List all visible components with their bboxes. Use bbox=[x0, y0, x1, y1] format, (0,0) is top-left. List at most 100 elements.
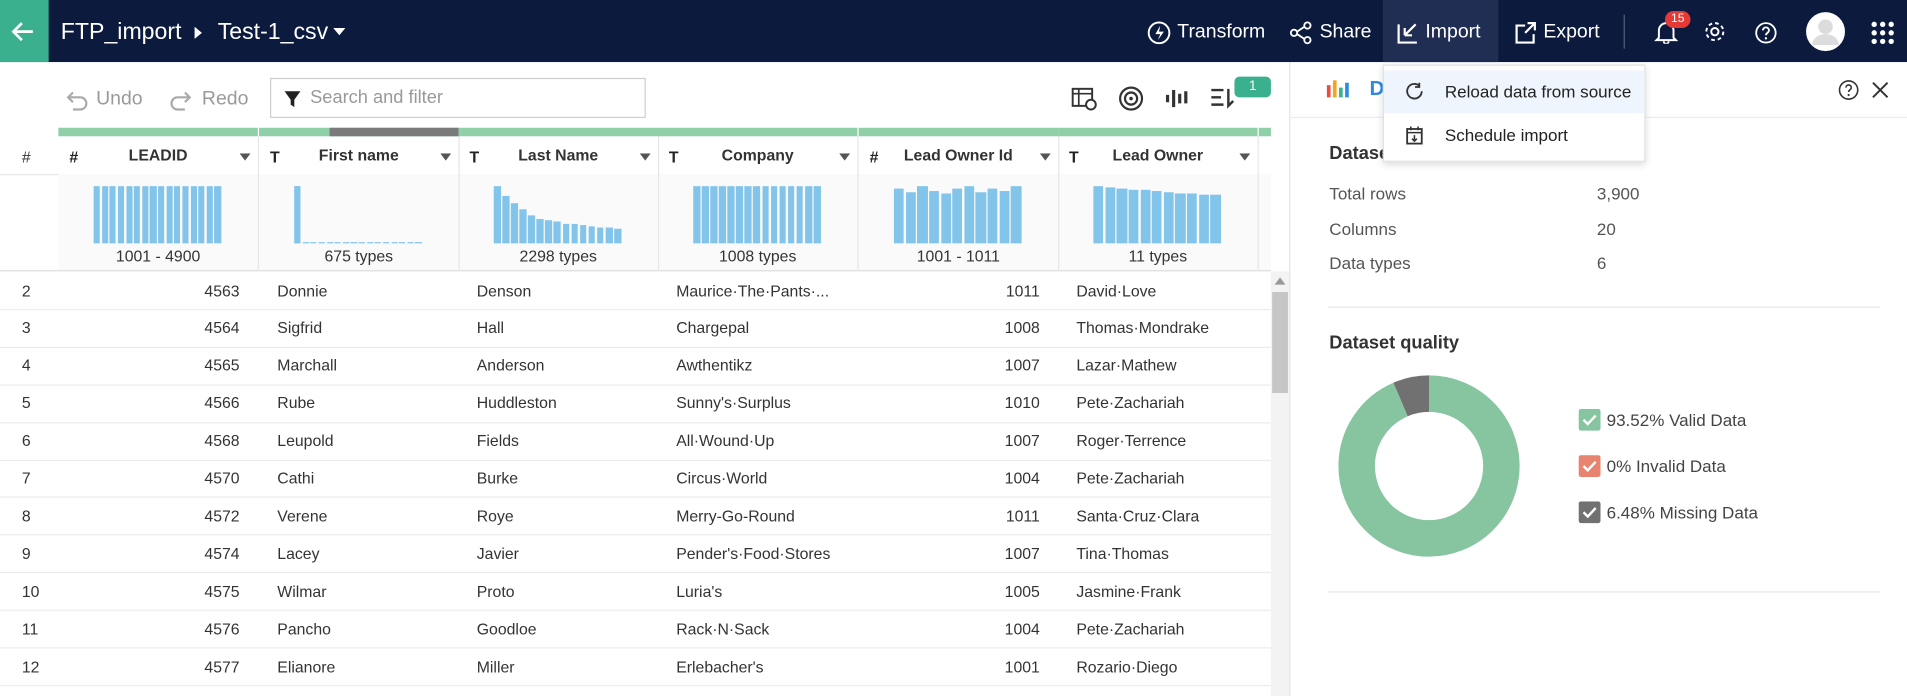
cell[interactable]: 1004 bbox=[1004, 469, 1040, 488]
toolbar-icon[interactable] bbox=[1070, 85, 1099, 114]
panel-close[interactable] bbox=[1872, 82, 1889, 99]
cell[interactable]: Hall bbox=[476, 318, 505, 337]
cell[interactable]: Thomas·Mondrake bbox=[1076, 318, 1210, 337]
cell[interactable]: 4576 bbox=[204, 619, 240, 638]
menu-item[interactable]: Schedule import bbox=[1444, 125, 1568, 145]
legend-checkbox[interactable] bbox=[1578, 501, 1601, 524]
cell[interactable]: Elianore bbox=[277, 657, 336, 676]
cell[interactable]: Huddleston bbox=[476, 393, 557, 413]
cell[interactable]: Roye bbox=[476, 506, 514, 525]
column-name[interactable]: Lead Owner bbox=[1112, 146, 1204, 165]
cell[interactable]: 4575 bbox=[204, 581, 240, 601]
toolbar-icon[interactable] bbox=[1164, 85, 1193, 114]
cell[interactable]: Rack·N·Sack bbox=[676, 619, 770, 638]
cell[interactable]: All·Wound·Up bbox=[676, 431, 775, 450]
legend-checkbox[interactable] bbox=[1578, 408, 1601, 431]
dataset-name[interactable]: Test-1_csv bbox=[217, 19, 329, 46]
cell[interactable]: 1008 bbox=[1004, 318, 1040, 337]
cell[interactable]: 4577 bbox=[204, 657, 240, 676]
undo-button[interactable]: Undo bbox=[96, 88, 143, 110]
column-menu[interactable] bbox=[440, 153, 452, 161]
cell[interactable]: 1011 bbox=[1005, 506, 1040, 525]
cell[interactable]: Anderson bbox=[476, 356, 545, 375]
column-name[interactable]: Company bbox=[721, 146, 794, 165]
scrollbar-thumb[interactable] bbox=[1272, 292, 1288, 394]
apps-icon[interactable] bbox=[1871, 21, 1895, 45]
column-name[interactable]: LEADID bbox=[128, 146, 188, 165]
cell[interactable]: 1007 bbox=[1004, 356, 1040, 375]
column-menu[interactable] bbox=[639, 153, 651, 161]
cell[interactable]: Proto bbox=[476, 581, 515, 601]
cell[interactable]: Pete·Zachariah bbox=[1076, 619, 1185, 638]
cell[interactable]: 4570 bbox=[204, 469, 240, 488]
action-icon[interactable] bbox=[1395, 21, 1419, 45]
panel-help[interactable] bbox=[1838, 79, 1860, 101]
cell[interactable]: Jasmine·Frank bbox=[1076, 581, 1181, 601]
toolbar-icon[interactable] bbox=[1209, 85, 1238, 114]
menu-icon[interactable] bbox=[1405, 125, 1424, 145]
cell[interactable]: Marchall bbox=[277, 356, 338, 375]
column-menu[interactable] bbox=[1039, 153, 1051, 161]
cell[interactable]: Circus·World bbox=[676, 469, 768, 488]
cell[interactable]: 4568 bbox=[204, 431, 240, 450]
cell[interactable]: 4565 bbox=[204, 356, 240, 375]
cell[interactable]: 4564 bbox=[204, 318, 240, 337]
cell[interactable]: Rozario·Diego bbox=[1076, 657, 1178, 676]
cell[interactable]: Lacey bbox=[277, 544, 320, 563]
dataset-caret[interactable] bbox=[333, 27, 346, 38]
cell[interactable]: Luria's bbox=[676, 581, 723, 601]
cell[interactable]: Pender's·Food·Stores bbox=[676, 544, 831, 563]
cell[interactable]: Cathi bbox=[277, 469, 315, 488]
settings-icon[interactable] bbox=[1703, 19, 1727, 43]
column-menu[interactable] bbox=[239, 153, 251, 161]
cell[interactable]: Merry-Go-Round bbox=[676, 506, 795, 525]
cell[interactable]: 1010 bbox=[1004, 393, 1040, 413]
cell[interactable]: 1004 bbox=[1004, 619, 1040, 638]
column-name[interactable]: Lead Owner Id bbox=[903, 146, 1013, 165]
cell[interactable]: Burke bbox=[476, 469, 519, 488]
cell[interactable]: Javier bbox=[476, 544, 519, 563]
action-button[interactable]: Export bbox=[1543, 21, 1600, 43]
back-icon[interactable] bbox=[10, 18, 37, 45]
column-menu[interactable] bbox=[1239, 153, 1251, 161]
column-name[interactable]: First name bbox=[318, 146, 399, 165]
cell[interactable]: Pancho bbox=[277, 619, 331, 638]
cell[interactable]: Roger·Terrence bbox=[1076, 431, 1187, 450]
cell[interactable]: Verene bbox=[277, 506, 328, 525]
cell[interactable]: Pete·Zachariah bbox=[1076, 393, 1185, 413]
action-icon[interactable] bbox=[1147, 21, 1171, 45]
action-icon[interactable] bbox=[1513, 21, 1537, 45]
cell[interactable]: 1007 bbox=[1004, 431, 1040, 450]
cell[interactable]: Pete·Zachariah bbox=[1076, 469, 1185, 488]
cell[interactable]: 4566 bbox=[204, 393, 240, 413]
cell[interactable]: Miller bbox=[476, 657, 515, 676]
cell[interactable]: Denson bbox=[476, 281, 532, 300]
redo-button[interactable]: Redo bbox=[201, 88, 249, 110]
action-button[interactable]: Transform bbox=[1177, 21, 1266, 43]
cell[interactable]: Leupold bbox=[277, 431, 334, 450]
cell[interactable]: Sunny's·Surplus bbox=[676, 393, 791, 413]
cell[interactable]: Lazar·Mathew bbox=[1076, 356, 1177, 375]
cell[interactable]: 4563 bbox=[204, 281, 240, 300]
menu-icon[interactable] bbox=[1405, 82, 1424, 101]
search-box[interactable]: Search and filter bbox=[269, 77, 646, 119]
help-icon[interactable] bbox=[1754, 21, 1778, 45]
cell[interactable]: Erlebacher's bbox=[676, 657, 764, 676]
toolbar-icon[interactable] bbox=[1118, 85, 1147, 114]
cell[interactable]: 1007 bbox=[1004, 544, 1040, 563]
cell[interactable]: 1011 bbox=[1005, 281, 1040, 300]
scroll-up[interactable] bbox=[1274, 277, 1286, 285]
cell[interactable]: 1001 bbox=[1004, 657, 1040, 676]
action-button[interactable]: Share bbox=[1319, 21, 1372, 43]
cell[interactable]: Wilmar bbox=[277, 581, 327, 601]
cell[interactable]: 1005 bbox=[1004, 581, 1040, 601]
cell[interactable]: Sigfrid bbox=[277, 318, 323, 337]
cell[interactable]: Chargepal bbox=[676, 318, 750, 337]
menu-item[interactable]: Reload data from source bbox=[1444, 81, 1632, 101]
redo-icon[interactable] bbox=[168, 86, 195, 113]
action-button[interactable]: Import bbox=[1425, 21, 1481, 43]
undo-icon[interactable] bbox=[63, 86, 90, 113]
project-name[interactable]: FTP_import bbox=[60, 19, 182, 46]
cell[interactable]: 4574 bbox=[204, 544, 240, 563]
action-icon[interactable] bbox=[1289, 21, 1313, 45]
